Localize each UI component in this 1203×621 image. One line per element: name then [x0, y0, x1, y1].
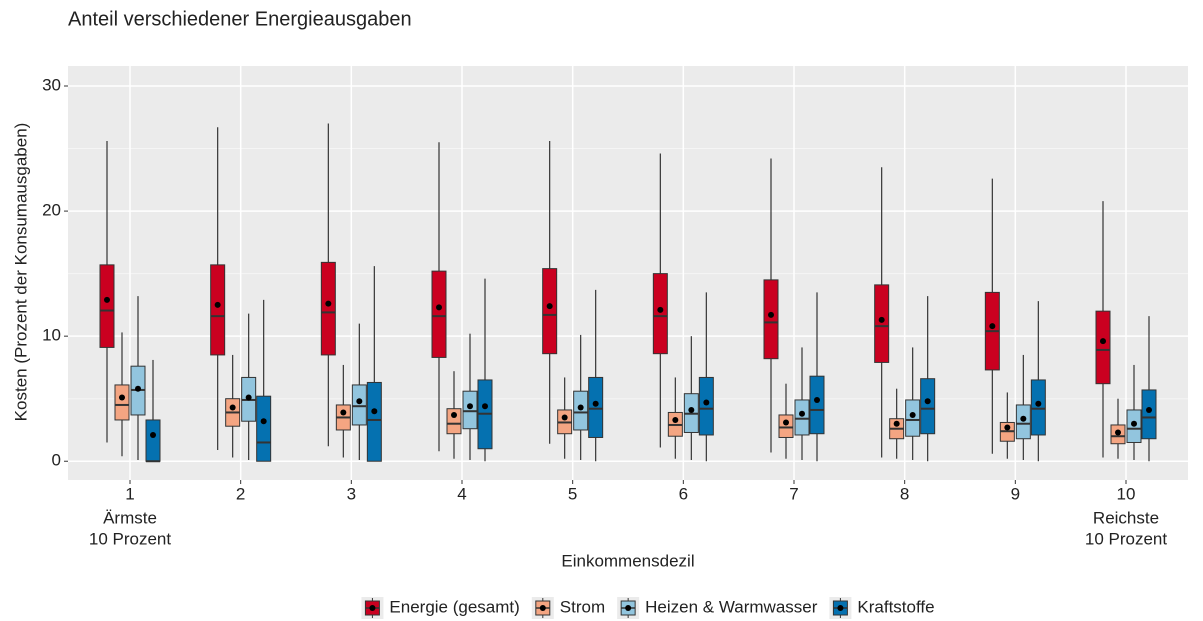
x-annotation: Reichste — [1093, 508, 1159, 527]
y-tick-label: 10 — [42, 326, 61, 345]
mean-point — [799, 410, 805, 417]
box — [920, 378, 936, 435]
y-axis-title: Kosten (Prozent der Konsumausgaben) — [11, 123, 30, 422]
legend-key-point — [369, 605, 376, 611]
x-tick-label: 8 — [900, 484, 909, 503]
mean-point — [436, 304, 442, 311]
legend-key-point — [837, 605, 844, 611]
legend-key-point — [625, 605, 632, 611]
x-tick-label: 3 — [347, 484, 356, 503]
mean-point — [104, 296, 110, 303]
box — [1030, 379, 1046, 436]
legend-label: Strom — [560, 597, 605, 616]
box — [698, 376, 714, 436]
x-tick-label: 7 — [789, 484, 798, 503]
mean-point — [783, 419, 789, 426]
mean-point — [688, 406, 695, 413]
x-tick-label: 2 — [236, 484, 245, 503]
box — [542, 268, 558, 355]
mean-point — [245, 394, 252, 401]
x-tick-label: 9 — [1011, 484, 1020, 503]
y-tick-label: 20 — [42, 201, 61, 220]
mean-point — [214, 301, 221, 308]
mean-point — [260, 418, 267, 425]
x-tick-label: 1 — [125, 484, 134, 503]
mean-point — [119, 394, 125, 401]
mean-point — [1146, 406, 1152, 413]
mean-point — [909, 411, 916, 418]
mean-point — [1115, 429, 1121, 436]
box — [431, 270, 447, 358]
chart-title: Anteil verschiedener Energieausgaben — [68, 8, 412, 30]
mean-point — [1100, 338, 1106, 345]
box — [256, 395, 272, 462]
box — [320, 261, 336, 356]
box — [99, 264, 115, 348]
mean-point — [467, 403, 473, 410]
box — [652, 273, 668, 355]
y-tick-label: 30 — [42, 75, 61, 94]
box — [366, 381, 382, 462]
mean-point — [325, 300, 332, 307]
mean-point — [340, 409, 347, 416]
box — [210, 264, 226, 356]
mean-point — [482, 403, 488, 410]
mean-point — [878, 316, 885, 323]
legend-label: Kraftstoffe — [857, 597, 934, 616]
legend-label: Heizen & Warmwasser — [645, 597, 818, 616]
mean-point — [371, 408, 378, 415]
mean-point — [924, 398, 931, 405]
x-axis-title: Einkommensdezil — [561, 551, 694, 570]
box — [809, 375, 825, 435]
mean-point — [135, 385, 141, 392]
x-annotation: Ärmste — [103, 508, 157, 527]
mean-point — [703, 399, 710, 406]
box — [1015, 404, 1031, 440]
box — [763, 279, 779, 360]
y-tick-label: 0 — [52, 451, 61, 470]
mean-point — [989, 323, 996, 330]
x-tick-label: 4 — [457, 484, 466, 503]
mean-point — [150, 431, 156, 438]
mean-point — [546, 303, 553, 310]
mean-point — [577, 404, 584, 411]
box — [114, 384, 130, 421]
mean-point — [814, 396, 820, 403]
box — [145, 419, 161, 462]
x-annotation: 10 Prozent — [89, 529, 171, 548]
box — [573, 390, 589, 431]
mean-point — [672, 416, 679, 423]
legend-key-point — [539, 605, 546, 611]
mean-point — [451, 411, 457, 418]
legend: Energie (gesamt) Strom Heizen & Warmwasser… — [361, 597, 935, 619]
mean-point — [356, 398, 363, 405]
x-annotation: 10 Prozent — [1085, 529, 1167, 548]
box — [778, 414, 794, 438]
mean-point — [893, 420, 900, 427]
x-tick-label: 6 — [679, 484, 688, 503]
box — [351, 384, 367, 426]
box — [794, 399, 810, 436]
mean-point — [1020, 415, 1027, 422]
box — [588, 376, 604, 438]
x-tick-label: 10 — [1117, 484, 1136, 503]
mean-point — [768, 311, 774, 318]
mean-point — [229, 404, 236, 411]
x-tick-label: 5 — [568, 484, 577, 503]
box — [1095, 310, 1111, 385]
mean-point — [1004, 424, 1011, 431]
mean-point — [592, 400, 599, 407]
box — [905, 399, 921, 437]
legend-label: Energie (gesamt) — [389, 597, 519, 616]
box — [446, 408, 462, 435]
mean-point — [1035, 400, 1042, 407]
box — [462, 390, 478, 430]
mean-point — [1131, 420, 1137, 427]
box — [874, 284, 890, 363]
box — [1141, 389, 1157, 440]
mean-point — [657, 306, 664, 313]
mean-point — [561, 414, 568, 421]
